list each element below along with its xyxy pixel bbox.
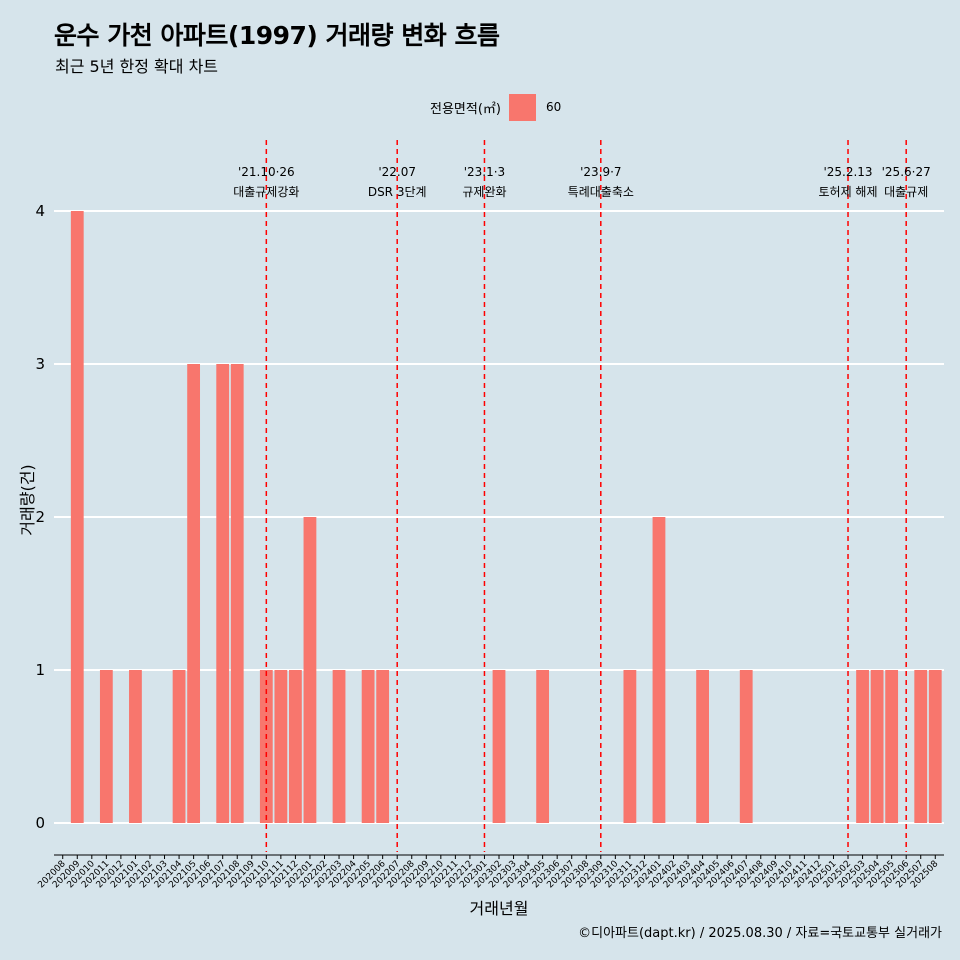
bar: [536, 670, 550, 823]
bar: [652, 517, 666, 823]
legend-title: 전용면적(㎡): [430, 101, 501, 117]
bar: [696, 670, 709, 823]
bar: [216, 364, 230, 823]
bar: [274, 670, 288, 823]
y-tick-label: 4: [35, 202, 45, 220]
annotation-label: 규제완화: [462, 185, 506, 199]
y-tick-label: 1: [35, 661, 45, 679]
y-tick-label: 3: [35, 355, 45, 373]
annotation-date: '22.07: [378, 165, 416, 179]
bar: [623, 670, 637, 823]
annotation-label: 대출규제강화: [233, 185, 299, 199]
bar: [99, 670, 113, 823]
bar: [885, 670, 899, 823]
bar: [856, 670, 869, 823]
chart-title: 운수 가천 아파트(1997) 거래량 변화 흐름: [54, 21, 500, 50]
annotation-date: '25.2.13: [823, 165, 872, 179]
chart-subtitle: 최근 5년 한정 확대 차트: [55, 57, 219, 76]
legend-swatch: [508, 93, 536, 121]
annotation-label: DSR 3단계: [368, 185, 427, 199]
bar: [914, 670, 928, 823]
bar: [230, 364, 244, 823]
bar: [332, 670, 346, 823]
bar: [739, 670, 753, 823]
y-tick-label: 2: [35, 508, 45, 526]
annotation-date: '23.9·7: [580, 165, 621, 179]
bar: [928, 670, 942, 823]
annotation-label: 토허제 해제: [819, 185, 878, 199]
annotation-date: '21.10·26: [238, 165, 295, 179]
bar: [289, 670, 302, 823]
y-tick-label: 0: [35, 814, 45, 832]
bar: [172, 670, 186, 823]
bar: [492, 670, 506, 823]
annotation-label: 특례대출축소: [568, 185, 634, 199]
bar: [376, 670, 390, 823]
source-caption: ©디아파트(dapt.kr) / 2025.08.30 / 자료=국토교통부 실…: [578, 926, 942, 941]
bar: [70, 211, 84, 823]
legend-label: 60: [545, 100, 562, 114]
x-axis-title: 거래년월: [470, 899, 529, 918]
bar: [187, 364, 201, 823]
annotation-label: 대출규제: [884, 185, 928, 199]
legend: 전용면적(㎡) 60: [430, 93, 561, 121]
y-axis-title: 거래량(건): [18, 464, 37, 535]
bar: [361, 670, 375, 823]
annotation-date: '23.1·3: [464, 165, 505, 179]
annotation-date: '25.6·27: [882, 165, 931, 179]
bar: [303, 517, 317, 823]
bar: [870, 670, 884, 823]
bar: [129, 670, 142, 823]
